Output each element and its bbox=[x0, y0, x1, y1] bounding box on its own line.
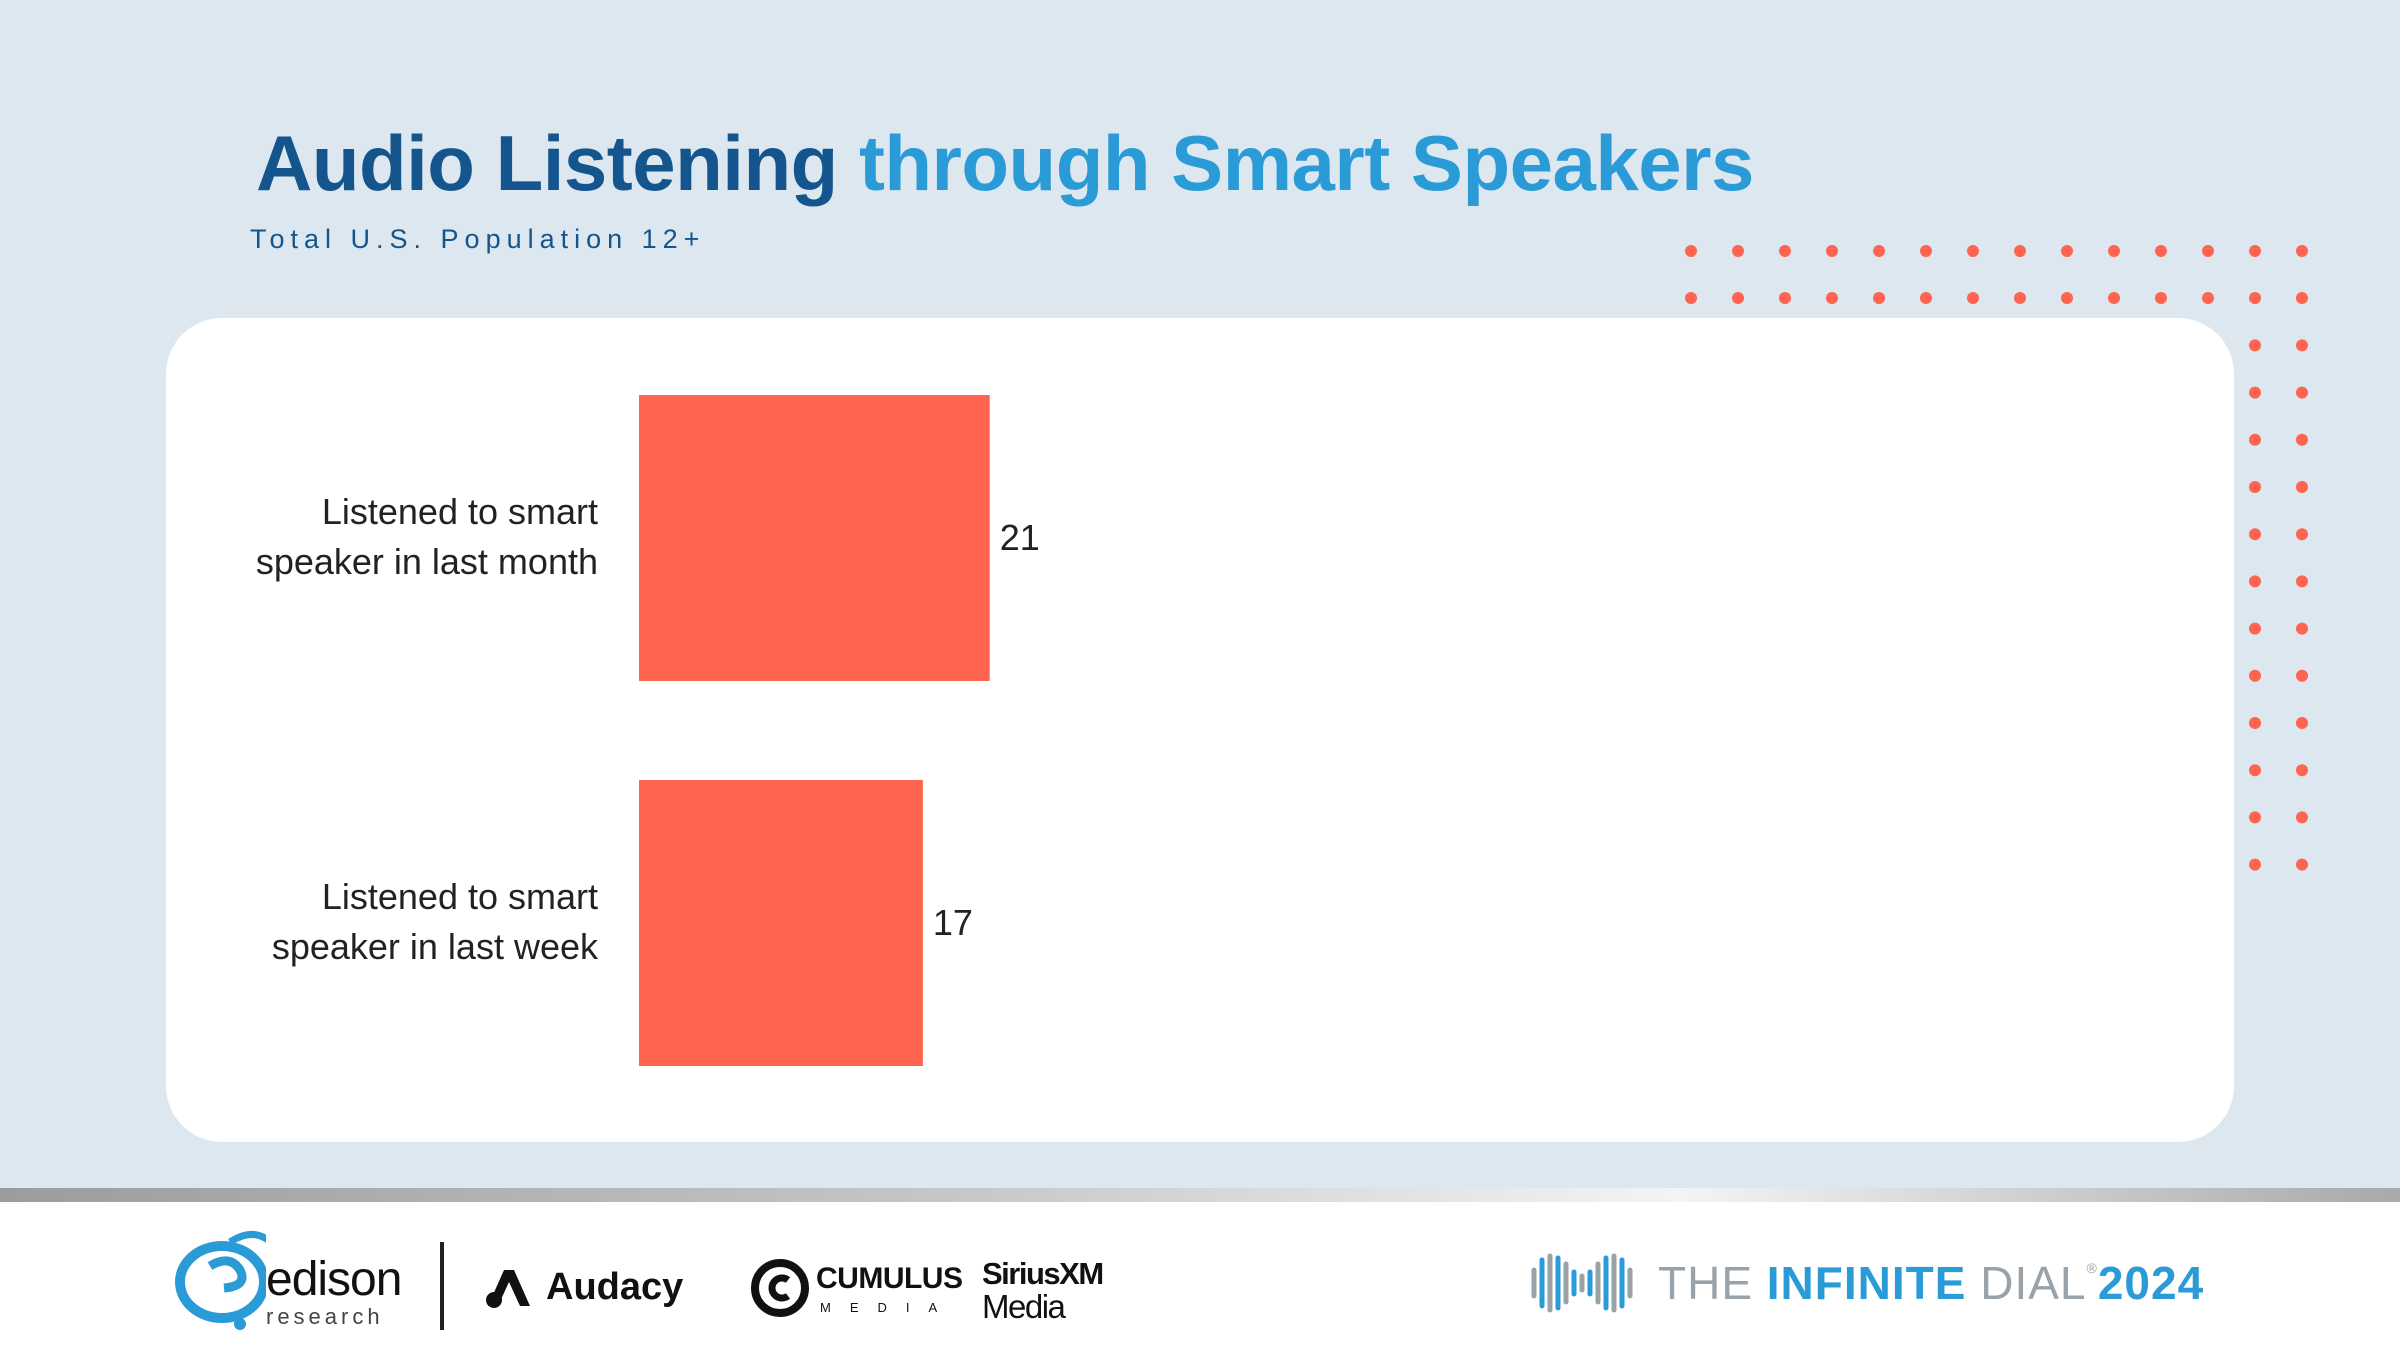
decorative-dot bbox=[2155, 292, 2167, 304]
page-subtitle: Total U.S. Population 12+ bbox=[250, 224, 706, 254]
decorative-dot bbox=[1732, 292, 1744, 304]
infinite-dial-wordmark: THE INFINITE DIAL®2024 bbox=[1658, 1256, 2204, 1310]
cumulus-media-logo: CUMULUS MEDIA bbox=[750, 1258, 963, 1323]
infinite-dial-logo: THE INFINITE DIAL®2024 bbox=[1524, 1248, 2203, 1318]
category-label-line: speaker in last month bbox=[256, 541, 598, 582]
decorative-dot bbox=[1967, 245, 1979, 257]
title-part-light: through Smart Speakers bbox=[858, 119, 1754, 207]
decorative-dot bbox=[2296, 811, 2308, 824]
brand-infinite: INFINITE bbox=[1766, 1257, 1967, 1309]
decorative-dot bbox=[1967, 292, 1979, 304]
decorative-dot bbox=[2202, 245, 2214, 257]
decorative-dot bbox=[2296, 717, 2308, 729]
decorative-dot bbox=[2296, 669, 2308, 682]
decorative-dot bbox=[2061, 245, 2073, 257]
brand-dial: DIAL bbox=[1966, 1257, 2087, 1309]
decorative-dot bbox=[2296, 386, 2308, 399]
decorative-dot bbox=[2249, 386, 2261, 399]
page-title: Audio Listening through Smart Speakers bbox=[256, 118, 1754, 209]
title-part-dark: Audio Listening bbox=[256, 119, 838, 207]
decorative-dot bbox=[2061, 292, 2073, 304]
decorative-dot bbox=[2249, 717, 2261, 729]
infinite-dial-icon bbox=[1531, 1253, 1633, 1313]
footer-divider bbox=[0, 1188, 2400, 1202]
category-label-line: Listened to smart bbox=[322, 876, 598, 917]
decorative-dot bbox=[2296, 622, 2308, 635]
bar-value-label-0: 21 bbox=[1000, 517, 1040, 558]
chart-card: 21 Listened to smart speaker in last month… bbox=[166, 318, 2234, 1142]
brand-registered-mark: ® bbox=[2086, 1260, 2098, 1276]
bar-value-label-1: 17 bbox=[933, 902, 973, 943]
decorative-dot bbox=[2296, 433, 2308, 446]
decorative-dot bbox=[1779, 292, 1791, 304]
decorative-dot bbox=[2296, 339, 2308, 352]
logo-divider bbox=[440, 1242, 444, 1330]
decorative-dot bbox=[1920, 292, 1932, 304]
decorative-dot bbox=[2249, 528, 2261, 541]
decorative-dot bbox=[2296, 764, 2308, 777]
siriusxm-subtext: Media bbox=[982, 1288, 1066, 1325]
decorative-dot bbox=[2014, 245, 2026, 257]
bar-0 bbox=[639, 395, 990, 681]
decorative-dot bbox=[1826, 292, 1838, 304]
decorative-dot bbox=[2202, 292, 2214, 304]
audacy-logo-icon bbox=[486, 1270, 530, 1308]
decorative-dot bbox=[2249, 575, 2261, 588]
decorative-dot bbox=[2249, 811, 2261, 824]
audacy-logo: Audacy bbox=[484, 1262, 683, 1312]
decorative-dot bbox=[2249, 481, 2261, 493]
audacy-wordmark: Audacy bbox=[546, 1266, 684, 1308]
decorative-dot bbox=[2108, 245, 2120, 257]
decorative-dot bbox=[2296, 292, 2308, 304]
decorative-dot bbox=[1873, 245, 1885, 257]
cumulus-subtext: MEDIA bbox=[820, 1300, 957, 1315]
brand-year: 2024 bbox=[2097, 1257, 2205, 1309]
decorative-dot bbox=[2249, 339, 2261, 352]
category-label-1: Listened to smart speaker in last week bbox=[272, 876, 599, 967]
siriusxm-wordmark: SiriusXM bbox=[982, 1256, 1104, 1291]
edison-wordmark: edison bbox=[266, 1253, 402, 1306]
decorative-dot bbox=[2249, 292, 2261, 304]
decorative-dot bbox=[1920, 245, 1932, 257]
bar-1 bbox=[639, 780, 923, 1066]
decorative-dot bbox=[2296, 575, 2308, 588]
decorative-dot bbox=[2249, 764, 2261, 777]
footer: edison research Audacy CUMULUS MEDIA Sir… bbox=[0, 1202, 2400, 1350]
edison-logo-icon bbox=[175, 1231, 271, 1330]
decorative-dot bbox=[2296, 481, 2308, 493]
decorative-dot bbox=[1685, 245, 1697, 257]
decorative-dot bbox=[2296, 528, 2308, 541]
bar-chart: 21 Listened to smart speaker in last month… bbox=[256, 395, 1040, 1066]
edison-research-logo: edison research bbox=[170, 1224, 420, 1334]
edison-subtext: research bbox=[266, 1304, 384, 1329]
category-label-line: speaker in last week bbox=[272, 926, 599, 967]
decorative-dot bbox=[1873, 292, 1885, 304]
decorative-dot bbox=[1779, 245, 1791, 257]
decorative-dot bbox=[2249, 669, 2261, 682]
cumulus-logo-icon bbox=[751, 1259, 809, 1317]
decorative-dot bbox=[1826, 245, 1838, 257]
decorative-dot bbox=[2249, 622, 2261, 635]
decorative-dot bbox=[1685, 292, 1697, 304]
decorative-dot bbox=[2155, 245, 2167, 257]
decorative-dot bbox=[2249, 858, 2261, 871]
brand-the: THE bbox=[1658, 1257, 1767, 1309]
decorative-dot bbox=[2108, 292, 2120, 304]
decorative-dot bbox=[2296, 858, 2308, 871]
decorative-dot bbox=[2296, 245, 2308, 257]
decorative-dot bbox=[2014, 292, 2026, 304]
siriusxm-media-logo: SiriusXM Media bbox=[982, 1256, 1104, 1325]
decorative-dot bbox=[1732, 245, 1744, 257]
decorative-dot bbox=[2249, 433, 2261, 446]
decorative-dot bbox=[2249, 245, 2261, 257]
category-label-0: Listened to smart speaker in last month bbox=[256, 491, 598, 582]
cumulus-wordmark: CUMULUS bbox=[816, 1262, 963, 1295]
category-label-line: Listened to smart bbox=[322, 491, 598, 532]
